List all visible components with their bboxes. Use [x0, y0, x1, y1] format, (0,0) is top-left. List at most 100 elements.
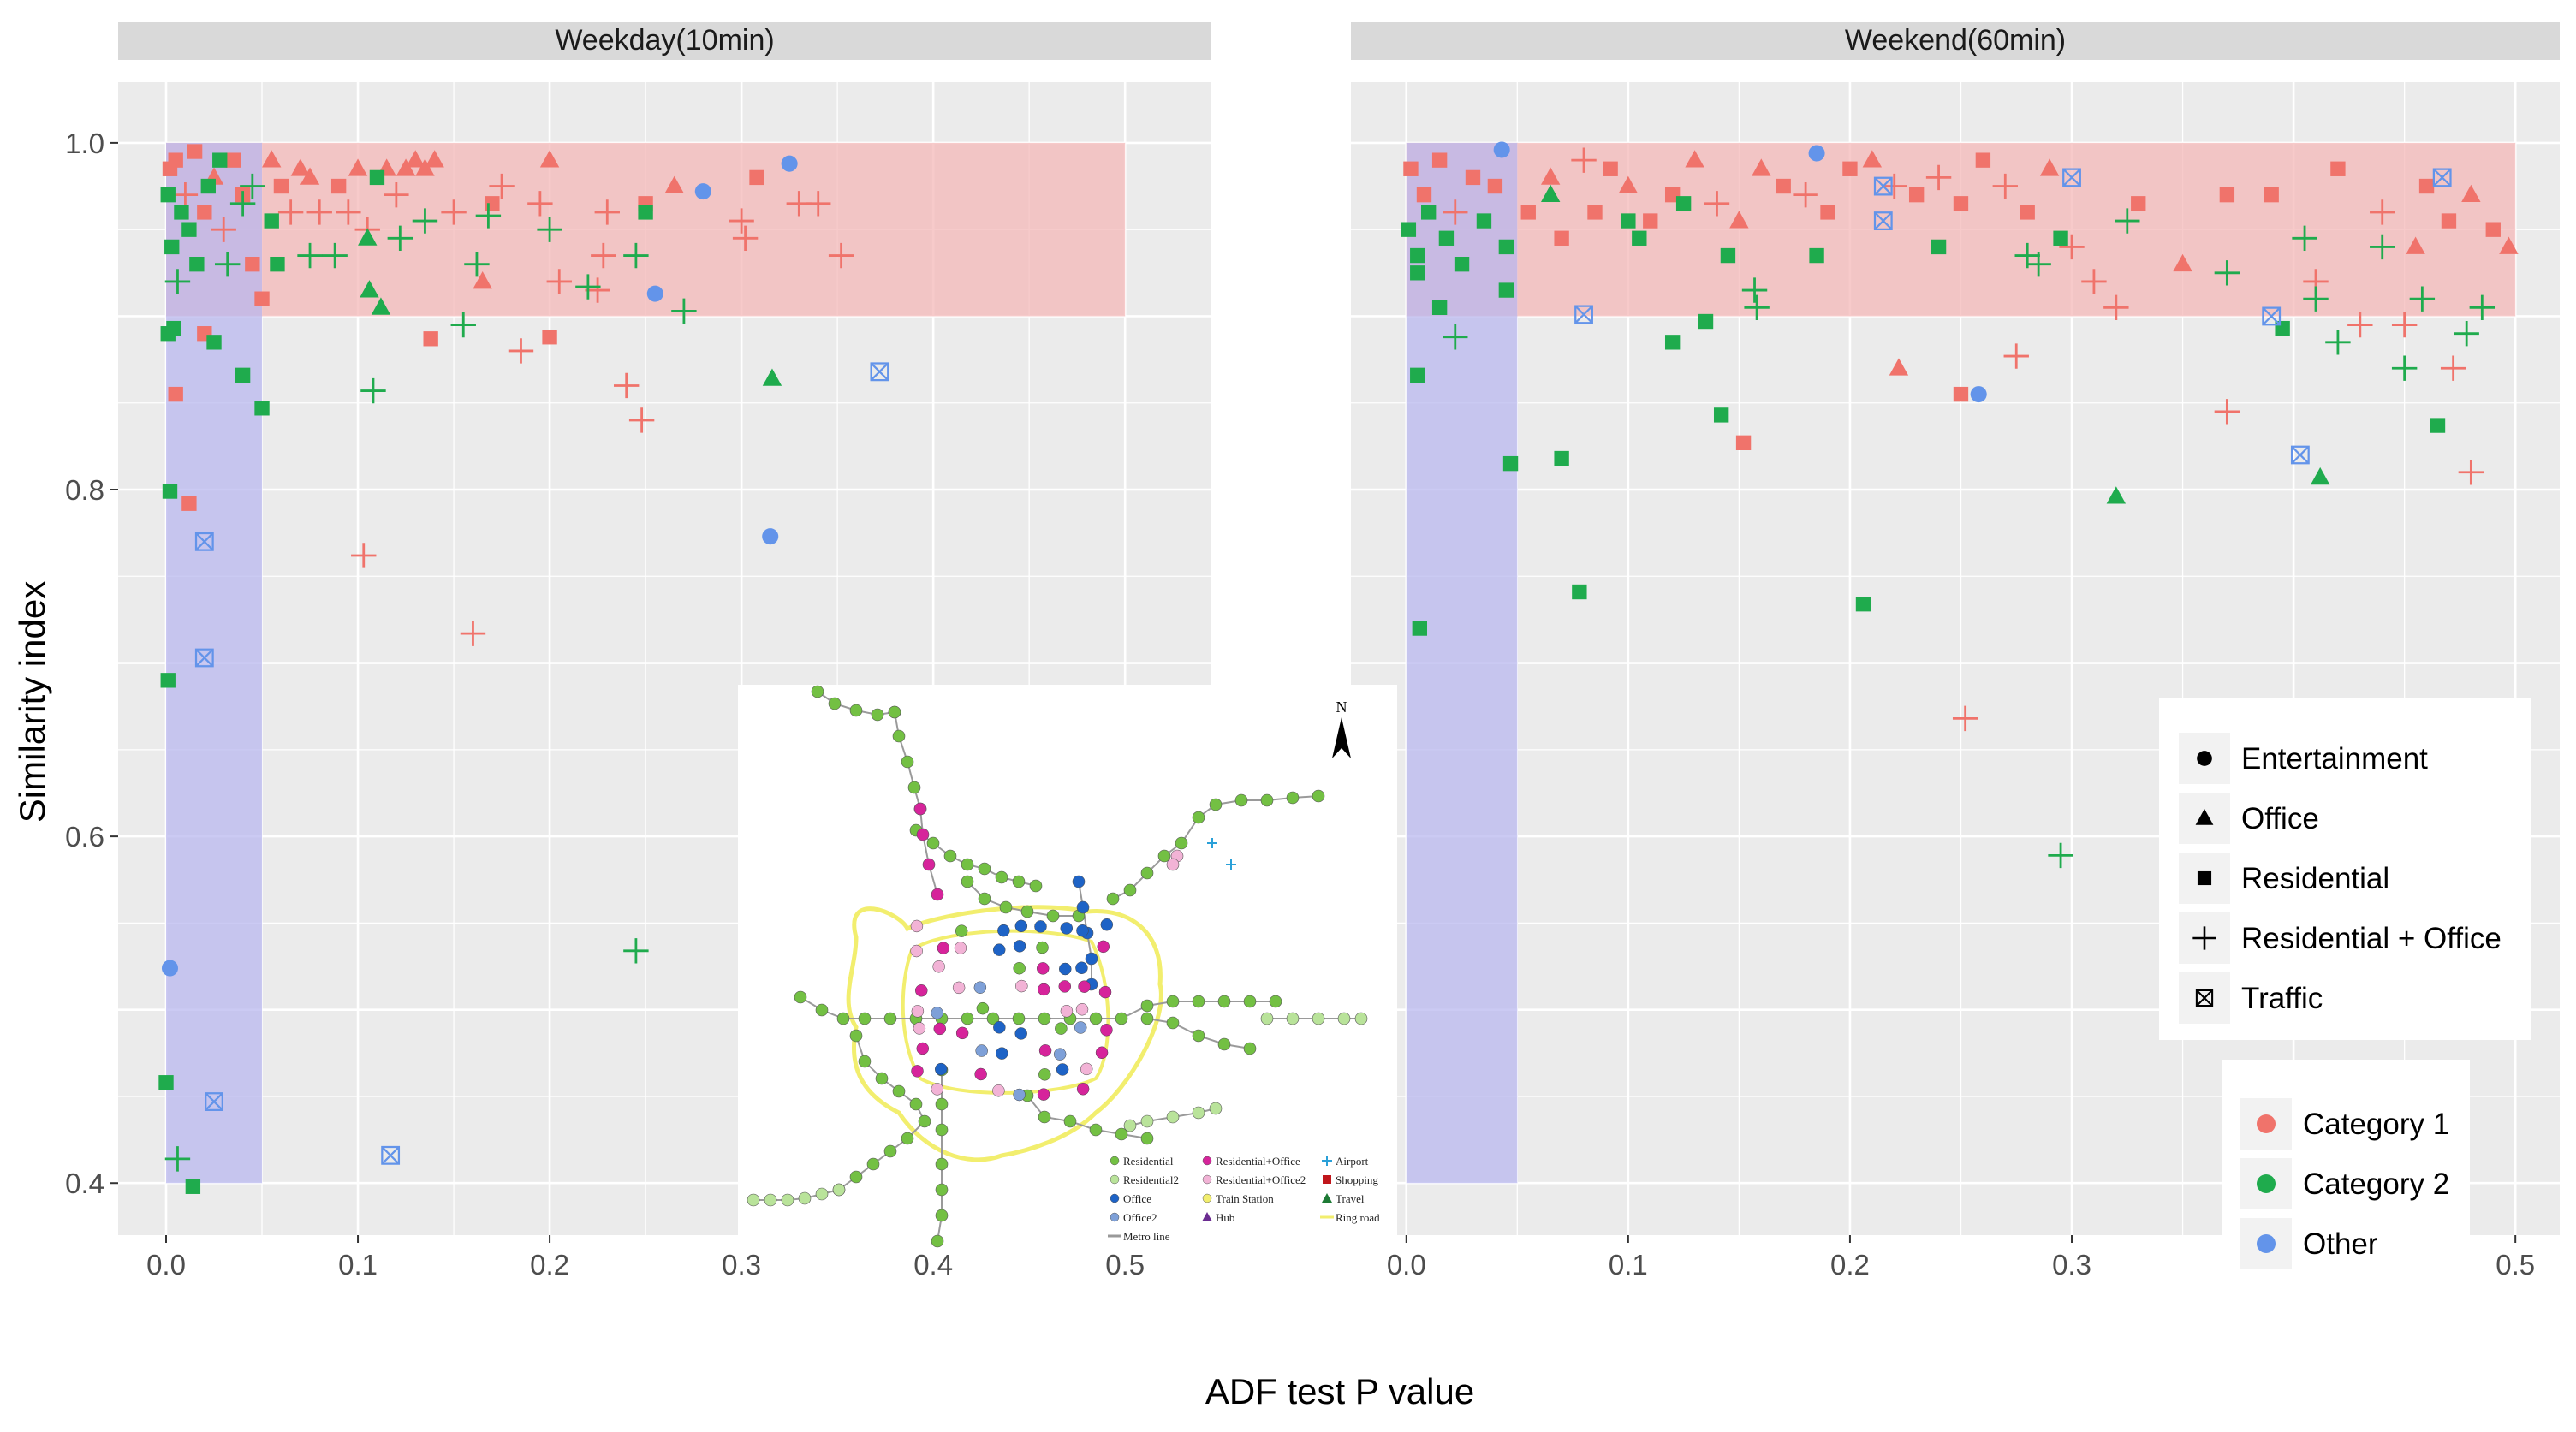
station-dot [1209, 1102, 1223, 1115]
station-dot [999, 900, 1013, 914]
data-point-cross [489, 173, 515, 199]
data-point-triangle [358, 228, 378, 246]
data-point-cross [2391, 355, 2418, 381]
station-dot [888, 705, 901, 719]
data-point-square [1554, 230, 1569, 246]
square-icon [2197, 870, 2212, 886]
station-dot [1286, 1012, 1300, 1025]
inset-legend-label: Travel [1336, 1192, 1365, 1205]
station-dot [901, 755, 914, 769]
station-dot [1192, 1106, 1205, 1120]
y-tick-label: 0.6 [65, 821, 104, 853]
station-dot [916, 828, 930, 841]
data-point-cross [1704, 191, 1730, 217]
station-dot [909, 1097, 923, 1111]
data-point-square [1498, 282, 1514, 298]
data-point-square [1735, 435, 1752, 450]
data-point-triangle [1889, 358, 1909, 376]
points-weekend [1401, 141, 2519, 869]
station-dot [996, 1047, 1008, 1060]
station-dot [913, 802, 927, 816]
data-point-cross [591, 242, 616, 269]
data-point-boxx [1873, 176, 1893, 196]
station-dot [913, 1022, 926, 1035]
station-dot [1234, 793, 1248, 807]
station-dot [871, 708, 884, 722]
inset-legend-label: Office [1123, 1192, 1151, 1205]
data-point-triangle [290, 158, 311, 176]
data-point-square [1820, 205, 1835, 220]
station-dot [1012, 875, 1026, 888]
data-point-cross [2081, 269, 2107, 294]
data-point-circle [1970, 386, 1987, 403]
station-dot [934, 1062, 948, 1076]
station-dot [1060, 922, 1074, 935]
data-point-square [1520, 205, 1536, 220]
data-point-triangle [360, 280, 379, 298]
data-point-square [1603, 161, 1618, 176]
station-dot [747, 1193, 760, 1207]
station-dot [883, 1144, 897, 1158]
y-ticks-weekday: 0.4 0.6 0.8 1.0 [65, 128, 118, 1199]
north-arrow-shape [1332, 717, 1351, 758]
data-point-square [225, 152, 241, 168]
data-point-triangle [415, 158, 435, 176]
data-point-cross [1793, 181, 1818, 208]
data-point-cross [336, 199, 361, 225]
station-dot [1166, 995, 1180, 1008]
data-point-cross [460, 621, 486, 646]
station-dot [1089, 1012, 1103, 1025]
inset-legend-label: Metro line [1123, 1230, 1170, 1243]
station-dot [1060, 1005, 1074, 1018]
station-dot [926, 836, 940, 850]
data-point-square [1953, 386, 1969, 402]
data-point-cross [1952, 705, 1978, 732]
x-tick-label: 0.5 [1105, 1249, 1145, 1280]
data-point-cross [537, 217, 562, 242]
station-dot [943, 849, 957, 863]
inset-legend-swatch [1110, 1156, 1120, 1166]
data-point-triangle [2406, 236, 2425, 254]
station-dot [1100, 918, 1114, 931]
station-dot [918, 1114, 931, 1128]
north-arrow-icon: N [1332, 698, 1351, 758]
station-dot [1034, 920, 1047, 933]
data-point-square [166, 320, 181, 336]
data-point-cross [508, 338, 534, 364]
station-dot [997, 924, 1010, 937]
x-tick-label: 0.5 [2496, 1249, 2535, 1280]
data-point-cross [450, 312, 476, 338]
station-dot [1058, 980, 1072, 993]
data-point-cross [2370, 199, 2395, 225]
x-tick-label: 0.0 [146, 1249, 186, 1280]
data-point-square [1713, 407, 1729, 423]
data-point-square [160, 673, 176, 688]
legend-label: Office [2241, 802, 2319, 835]
station-dot [1140, 1114, 1154, 1128]
data-point-cross [351, 543, 377, 568]
data-point-cross [2003, 343, 2029, 369]
station-dot [1269, 995, 1282, 1008]
station-dot [952, 981, 966, 995]
data-point-square [1643, 213, 1658, 229]
station-dot [1260, 1012, 1274, 1025]
data-point-square [2053, 230, 2068, 246]
data-point-triangle [300, 167, 320, 185]
station-dot [892, 1084, 906, 1098]
station-dot [1076, 900, 1090, 914]
metro-line-n-inner [919, 808, 938, 895]
inset-legend-swatch [1322, 1193, 1332, 1203]
station-dot [1100, 1024, 1113, 1037]
data-point-boxx [194, 648, 214, 668]
data-point-cross [412, 208, 438, 234]
station-dot [974, 1067, 987, 1081]
station-dot [901, 1132, 914, 1145]
data-point-square [542, 330, 557, 345]
legend-color-dot [2257, 1114, 2276, 1133]
north-label: N [1336, 698, 1347, 716]
data-point-circle [646, 285, 663, 302]
station-dot [1192, 995, 1205, 1008]
data-point-square [1410, 247, 1425, 264]
station-dot [975, 1044, 988, 1057]
x-tick-label: 0.2 [1830, 1249, 1870, 1280]
